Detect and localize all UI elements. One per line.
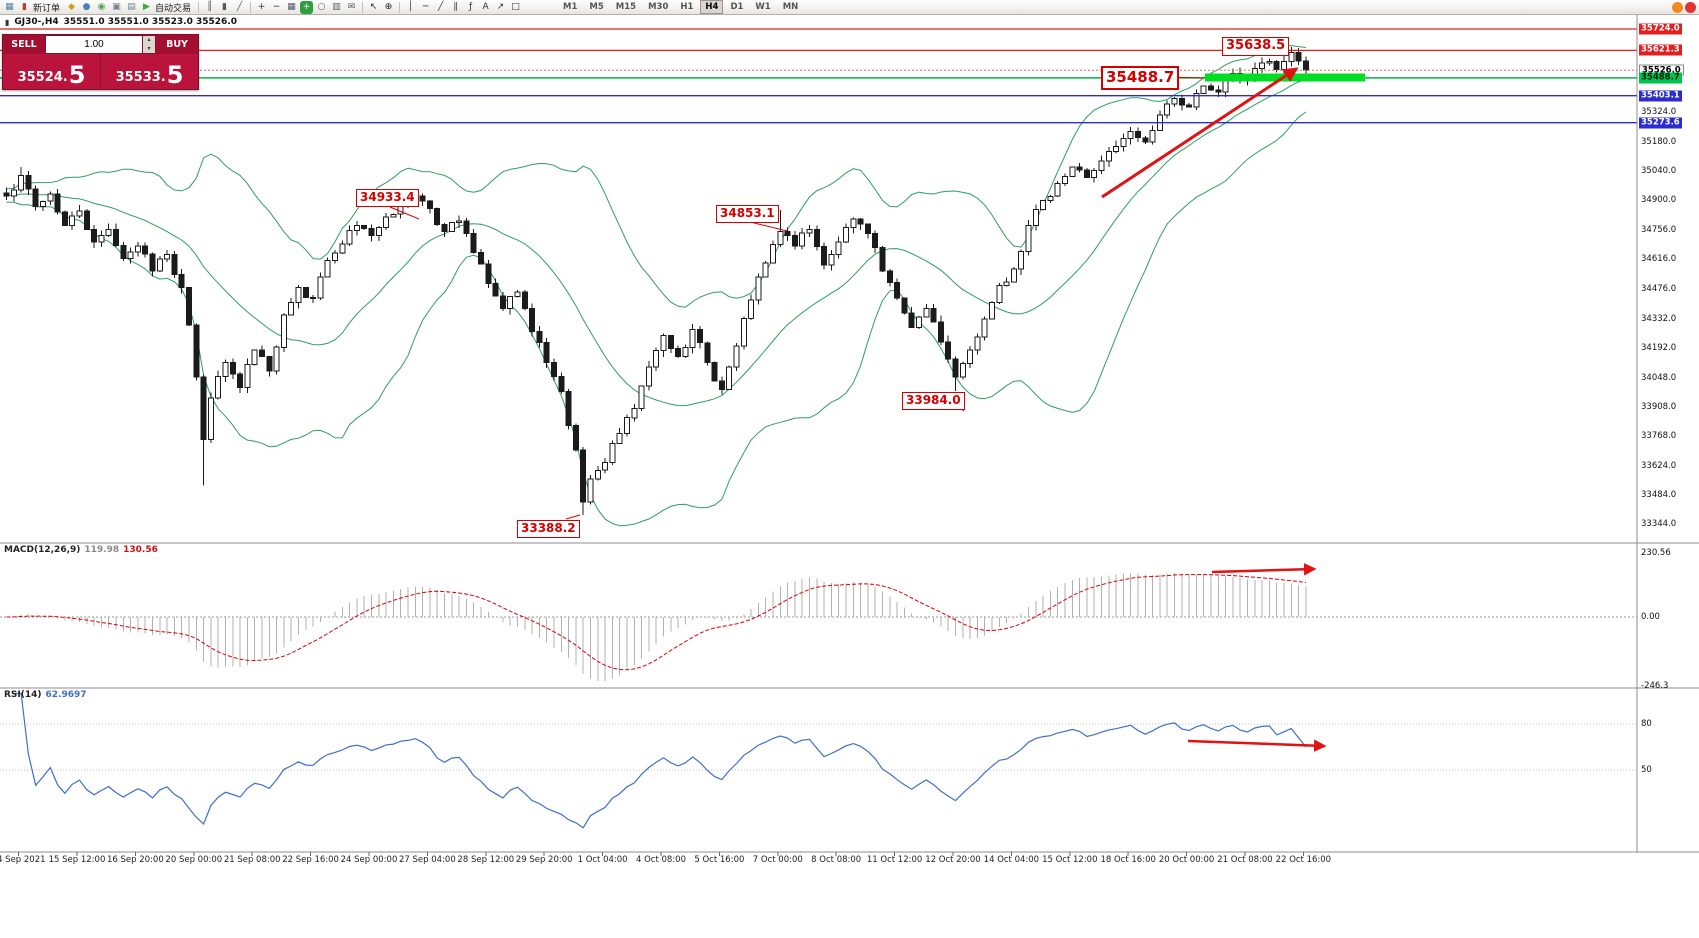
sell-price[interactable]: 35524. 5 — [3, 54, 101, 89]
timeframe-button-H1[interactable]: H1 — [680, 2, 694, 12]
pane-separators — [0, 15, 1699, 856]
candlestick-chart-type-icon[interactable]: ▮ — [222, 1, 227, 12]
record-status-icon[interactable] — [1685, 2, 1696, 13]
macd-pane — [0, 563, 1637, 681]
trend-arrow[interactable] — [1101, 67, 1299, 199]
sell-price-main: 35524. — [17, 70, 68, 85]
price-callout[interactable]: 33984.0 — [902, 392, 965, 410]
volume-input[interactable] — [45, 35, 143, 54]
bollinger-bands — [6, 45, 1307, 527]
toolbar-separator — [362, 1, 364, 13]
volume-stepper: ▴ ▾ — [143, 35, 156, 54]
cursor-tool-icon[interactable]: ↖ — [369, 1, 378, 12]
toolbar-separator — [198, 1, 200, 13]
chart-window-icon[interactable]: ▦ — [5, 1, 14, 12]
zoom-out-icon[interactable]: − — [272, 1, 281, 12]
timeframe-button-M15[interactable]: M15 — [615, 2, 637, 12]
crosshair-tool-icon[interactable]: ⊕ — [384, 1, 393, 12]
periods-icon[interactable]: ○ — [317, 1, 326, 12]
text-tool-icon[interactable]: A — [482, 1, 489, 12]
toolbar-separator — [399, 1, 401, 13]
timeframe-button-M5[interactable]: M5 — [589, 2, 604, 12]
rsi-pane — [0, 692, 1637, 829]
main-toolbar: ▦ ▮ 新订单 ◆ ● ◉ ▣ ▤ ▶ 自动交易 ║ ▮ ╱ + − ▦ + ○ ▥ ✉ ↖ ⊕ │ ─ ╱ ∥ ƒ A ↗ □ M1 M5 M… — [0, 0, 1699, 15]
timeframe-toolbar: M1 M5 M15 M30 H1 H4 D1 W1 MN — [557, 0, 804, 14]
volume-decrease-button[interactable]: ▾ — [143, 44, 155, 53]
price-callout[interactable]: 33388.2 — [517, 520, 580, 538]
indicators-list-icon[interactable]: ◆ — [68, 1, 75, 12]
toolbar-status-icons — [1672, 2, 1696, 13]
timeframe-button-H4[interactable]: H4 — [700, 0, 724, 14]
buy-button[interactable]: BUY — [156, 35, 198, 54]
buy-price[interactable]: 35533. 5 — [101, 54, 198, 89]
buy-price-main: 35533. — [115, 70, 166, 85]
callout-connector — [389, 206, 420, 220]
autotrade-button[interactable]: ▶ — [143, 1, 150, 12]
callout-connector — [565, 514, 581, 520]
macd-signal-line — [6, 573, 1306, 671]
candlestick-icon: ▮ — [5, 17, 10, 27]
price-callout[interactable]: 35638.5 — [1222, 37, 1290, 56]
arrow-tool-icon[interactable]: ↗ — [496, 1, 505, 12]
tile-windows-icon[interactable]: ▦ — [287, 1, 296, 12]
sell-button[interactable]: SELL — [3, 35, 45, 54]
timeframe-button-W1[interactable]: W1 — [755, 2, 771, 12]
sell-price-pip: 5 — [68, 61, 86, 89]
mail-icon[interactable]: ✉ — [347, 1, 356, 12]
zoom-in-icon[interactable]: + — [257, 1, 266, 12]
chart-title: ▮ GJ30-,H4 35551.0 35551.0 35523.0 35526… — [5, 17, 237, 27]
shapes-tool-icon[interactable]: □ — [511, 1, 520, 12]
buy-price-pip: 5 — [166, 61, 184, 89]
macd-histogram — [13, 572, 1307, 681]
price-callout[interactable]: 34933.4 — [356, 189, 419, 207]
market-watch-icon[interactable]: ● — [82, 1, 91, 12]
rsi-arrow[interactable] — [1187, 739, 1327, 752]
one-click-trade-panel: SELL ▴ ▾ BUY 35524.5 35533.5 — [2, 34, 199, 90]
trendline-tool-icon[interactable]: ╱ — [437, 1, 444, 12]
ohlc-values: 35551.0 35551.0 35523.0 35526.0 — [63, 17, 237, 27]
vertical-line-tool-icon[interactable]: │ — [407, 1, 414, 12]
add-indicator-icon[interactable]: + — [300, 0, 314, 14]
line-chart-type-icon[interactable]: ╱ — [236, 1, 243, 12]
terminal-icon[interactable]: ▣ — [112, 1, 121, 12]
rsi-line — [13, 692, 1307, 829]
timeframe-button-M1[interactable]: M1 — [563, 2, 578, 12]
candles-layer — [3, 46, 1309, 515]
volume-increase-button[interactable]: ▴ — [143, 36, 155, 45]
new-order-button[interactable]: ▮ — [22, 1, 27, 12]
fibonacci-tool-icon[interactable]: ƒ — [468, 1, 473, 12]
timeframe-button-D1[interactable]: D1 — [730, 2, 744, 12]
templates-icon[interactable]: ▥ — [332, 1, 341, 12]
timeframe-button-MN[interactable]: MN — [782, 2, 799, 12]
new-order-button-label[interactable]: 新订单 — [33, 3, 61, 14]
navigator-icon[interactable]: ◉ — [97, 1, 106, 12]
autotrade-button-label[interactable]: 自动交易 — [155, 3, 192, 14]
macd-arrow[interactable] — [1211, 563, 1317, 576]
horizontal-line-tool-icon[interactable]: ─ — [422, 1, 429, 12]
bar-chart-type-icon[interactable]: ║ — [206, 1, 213, 12]
price-callout[interactable]: 34853.1 — [716, 205, 779, 223]
price-callout[interactable]: 35488.7 — [1101, 66, 1180, 90]
callout-connector — [749, 221, 788, 232]
symbol-timeframe-label: GJ30-,H4 — [14, 17, 59, 27]
main-price-pane — [0, 28, 1637, 527]
channel-tool-icon[interactable]: ∥ — [453, 1, 458, 12]
strategy-tester-icon[interactable]: ▤ — [127, 1, 136, 12]
alert-status-icon[interactable] — [1672, 2, 1683, 13]
timeframe-button-M30[interactable]: M30 — [648, 2, 669, 12]
toolbar-separator — [250, 1, 252, 13]
